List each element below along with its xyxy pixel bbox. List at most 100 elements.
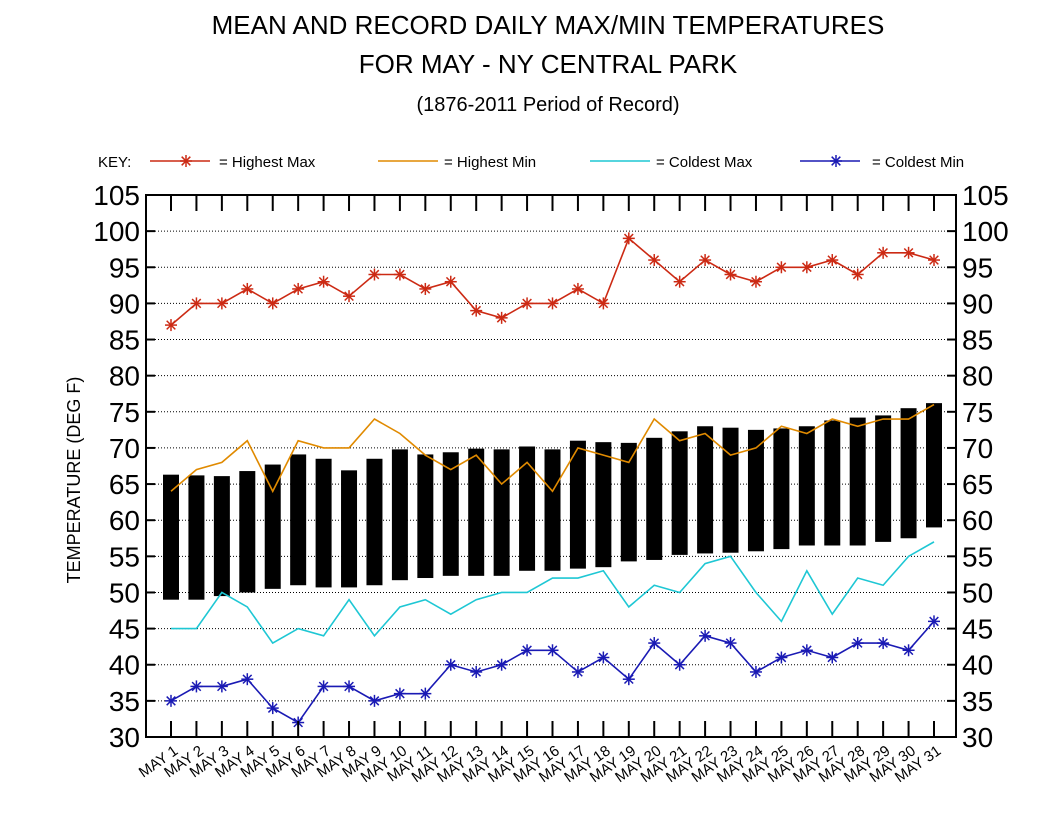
data-point-marker <box>419 282 432 295</box>
marker-stroke <box>496 659 507 670</box>
marker-stroke <box>242 284 253 294</box>
data-point-marker <box>215 680 228 693</box>
marker-stroke <box>598 298 609 309</box>
mean-range-bar <box>391 449 408 581</box>
marker-stroke <box>191 298 202 309</box>
marker-stroke <box>827 652 838 663</box>
y-tick-label: 75 <box>109 397 140 428</box>
legend-marker <box>180 155 192 167</box>
mean-range-bar <box>875 415 892 542</box>
data-point-marker <box>571 282 584 295</box>
marker-stroke <box>674 659 685 670</box>
data-point-marker <box>699 629 712 642</box>
marker-stroke <box>547 298 558 309</box>
mean-range-bar <box>290 454 307 586</box>
marker-stroke <box>751 276 761 287</box>
data-point-marker <box>699 254 712 267</box>
marker-stroke <box>318 681 329 692</box>
data-point-marker <box>877 246 890 259</box>
y-tick-label-right: 60 <box>962 505 993 536</box>
chart-title: MEAN AND RECORD DAILY MAX/MIN TEMPERATUR… <box>212 10 885 40</box>
mean-range-bar <box>569 440 586 569</box>
mean-range-bar <box>798 426 815 546</box>
data-point-marker <box>571 665 584 678</box>
data-point-marker <box>826 651 839 664</box>
y-tick-label: 80 <box>109 361 140 392</box>
marker-stroke <box>725 269 736 280</box>
data-point-marker <box>317 680 330 693</box>
marker-stroke <box>801 262 812 273</box>
marker-stroke <box>395 688 405 699</box>
marker-stroke <box>217 298 227 309</box>
legend-label: = Coldest Min <box>872 154 964 171</box>
marker-stroke <box>776 262 787 273</box>
data-point-marker <box>241 673 254 686</box>
marker-stroke <box>776 652 787 663</box>
marker-stroke <box>344 681 354 692</box>
marker-stroke <box>623 233 634 244</box>
mean-range-bar <box>900 408 917 539</box>
mean-range-bar <box>163 474 179 600</box>
marker-stroke <box>318 276 329 287</box>
data-point-marker <box>190 297 203 310</box>
data-point-marker <box>495 658 508 671</box>
mean-range-bar <box>646 437 663 560</box>
y-tick-label: 30 <box>109 722 140 753</box>
y-tick-label-right: 40 <box>962 650 993 681</box>
plot-frame <box>145 194 957 738</box>
mean-range-bar <box>264 464 281 589</box>
data-point-marker <box>902 246 915 259</box>
data-point-marker <box>902 644 915 657</box>
y-tick-labels-right: 30 35 40 45 50 55 60 65 70 75 80 85 90 95 100 105 <box>962 180 1009 753</box>
y-tick-label-right: 30 <box>962 722 993 753</box>
mean-range-bar <box>442 452 459 576</box>
data-point-marker <box>826 254 839 267</box>
marker-stroke <box>369 269 380 280</box>
marker-stroke <box>827 255 838 265</box>
key-label: KEY: <box>98 154 131 171</box>
mean-range-bar <box>722 427 739 553</box>
data-point-marker <box>851 637 864 650</box>
data-point-marker <box>622 232 635 245</box>
data-point-marker <box>648 637 661 650</box>
legend-marker <box>830 155 842 167</box>
mean-range-bar <box>544 449 561 571</box>
marker-stroke <box>217 681 227 692</box>
marker-stroke <box>801 645 812 656</box>
marker-stroke <box>623 674 634 685</box>
data-point-marker <box>800 261 813 274</box>
marker-stroke <box>522 298 532 309</box>
highest-min-line <box>170 403 935 494</box>
data-point-marker <box>775 651 788 664</box>
y-tick-label: 60 <box>109 505 140 536</box>
data-point-marker <box>317 275 330 288</box>
data-point-marker <box>877 637 890 650</box>
mean-range-bar <box>417 454 434 579</box>
marker-stroke <box>547 645 558 656</box>
y-tick-label-right: 45 <box>962 614 993 645</box>
marker-stroke <box>420 688 431 699</box>
mean-range-bar <box>671 431 688 555</box>
mean-range-bar <box>519 446 536 571</box>
y-tick-label-right: 35 <box>962 686 993 717</box>
legend-label: = Highest Max <box>219 154 316 171</box>
marker-stroke <box>344 291 354 302</box>
marker-stroke <box>496 313 507 323</box>
marker-stroke <box>166 696 176 706</box>
data-point-marker <box>546 644 559 657</box>
y-tick-label: 70 <box>109 433 140 464</box>
y-tick-label-right: 100 <box>962 216 1009 247</box>
data-point-marker <box>368 694 381 707</box>
data-point-marker <box>673 658 686 671</box>
marker-stroke <box>649 638 660 648</box>
y-tick-label-right: 70 <box>962 433 993 464</box>
marker-stroke <box>471 667 482 677</box>
marker-stroke <box>395 269 405 280</box>
y-tick-label: 45 <box>109 614 140 645</box>
marker-stroke <box>852 638 863 648</box>
data-point-marker <box>266 297 279 310</box>
axis-ticks <box>146 195 956 737</box>
mean-range-bar <box>773 428 790 550</box>
